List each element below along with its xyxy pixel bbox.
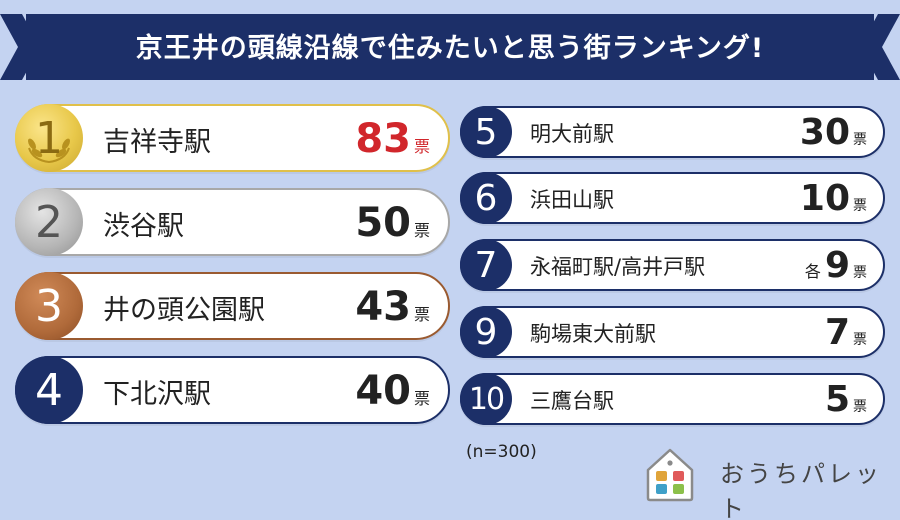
vote-unit: 票 <box>413 137 430 156</box>
vote-unit: 票 <box>853 265 867 281</box>
vote-unit: 票 <box>413 389 430 408</box>
vote-unit: 票 <box>853 332 867 348</box>
rank-number: 7 <box>474 244 498 286</box>
rank-item-7: 7 永福町駅/高井戸駅 各 9 票 <box>460 239 885 291</box>
vote-unit: 票 <box>853 198 867 214</box>
vote-number: 40 <box>355 368 411 414</box>
station-name: 井の頭公園駅 <box>103 295 265 326</box>
laurel-icon <box>28 138 70 164</box>
rank-badge: 7 <box>460 239 512 291</box>
rank-number: 5 <box>474 111 498 153</box>
vote-number: 50 <box>355 200 411 246</box>
rank-badge: 6 <box>460 172 512 224</box>
vote-count: 43 票 <box>355 284 430 330</box>
rank-item-9: 9 駒場東大前駅 7 票 <box>460 306 885 358</box>
vote-unit: 票 <box>413 305 430 324</box>
rank-item-5: 5 明大前駅 30 票 <box>460 106 885 158</box>
vote-unit: 票 <box>413 221 430 240</box>
vote-count: 40 票 <box>355 368 430 414</box>
vote-count: 5 票 <box>825 379 867 420</box>
rank-number: 1 <box>35 112 63 164</box>
rank-item-4: 4 下北沢駅 40 票 <box>15 356 450 424</box>
logo-text: おうちパレット <box>720 460 882 520</box>
vote-count: 10 票 <box>800 178 867 219</box>
vote-number: 9 <box>824 245 850 286</box>
station-name: 渋谷駅 <box>103 211 184 242</box>
rank-number: 6 <box>474 177 498 219</box>
station-name: 明大前駅 <box>530 122 614 146</box>
vote-prefix: 各 <box>804 262 821 281</box>
rank-badge-bronze: 3 <box>15 272 83 340</box>
vote-count: 各 9 票 <box>805 245 867 286</box>
rank-item-1: 1 吉祥寺駅 83 票 <box>15 104 450 172</box>
vote-count: 7 票 <box>825 312 867 353</box>
vote-count: 83 票 <box>355 116 430 162</box>
vote-count: 30 票 <box>800 112 867 153</box>
rank-badge: 9 <box>460 306 512 358</box>
station-name: 永福町駅/高井戸駅 <box>530 255 706 279</box>
station-name: 浜田山駅 <box>530 188 614 212</box>
brand-logo: おうちパレット <box>640 444 890 520</box>
rank-item-2: 2 渋谷駅 50 票 <box>15 188 450 256</box>
vote-number: 10 <box>799 178 850 219</box>
rank-badge-gold: 1 <box>15 104 83 172</box>
vote-number: 30 <box>799 112 850 153</box>
vote-number: 5 <box>824 379 850 420</box>
rank-number: 2 <box>35 196 63 248</box>
rank-number: 3 <box>35 280 63 332</box>
vote-unit: 票 <box>853 399 867 415</box>
vote-number: 43 <box>355 284 411 330</box>
vote-number: 7 <box>824 312 850 353</box>
page-title: 京王井の頭線沿線で住みたいと思う街ランキング! <box>135 33 765 64</box>
rank-item-10: 10 三鷹台駅 5 票 <box>460 373 885 425</box>
vote-count: 50 票 <box>355 200 430 246</box>
vote-number: 83 <box>355 116 411 162</box>
vote-unit: 票 <box>853 132 867 148</box>
sample-size-note: (n=300) <box>466 442 537 462</box>
rank-badge: 5 <box>460 106 512 158</box>
title-banner: 京王井の頭線沿線で住みたいと思う街ランキング! <box>0 14 900 80</box>
ribbon-shape <box>0 14 900 80</box>
rank-item-3: 3 井の頭公園駅 43 票 <box>15 272 450 340</box>
rank-number: 9 <box>474 311 498 353</box>
rank-badge: 10 <box>460 373 512 425</box>
rank-badge-silver: 2 <box>15 188 83 256</box>
rank-number: 4 <box>35 364 63 416</box>
rank-item-6: 6 浜田山駅 10 票 <box>460 172 885 224</box>
station-name: 吉祥寺駅 <box>103 127 211 158</box>
station-name: 三鷹台駅 <box>530 389 614 413</box>
rank-badge: 4 <box>15 356 83 424</box>
rank-number: 10 <box>468 381 505 417</box>
station-name: 駒場東大前駅 <box>530 322 656 346</box>
station-name: 下北沢駅 <box>103 379 211 410</box>
house-icon <box>646 448 694 502</box>
